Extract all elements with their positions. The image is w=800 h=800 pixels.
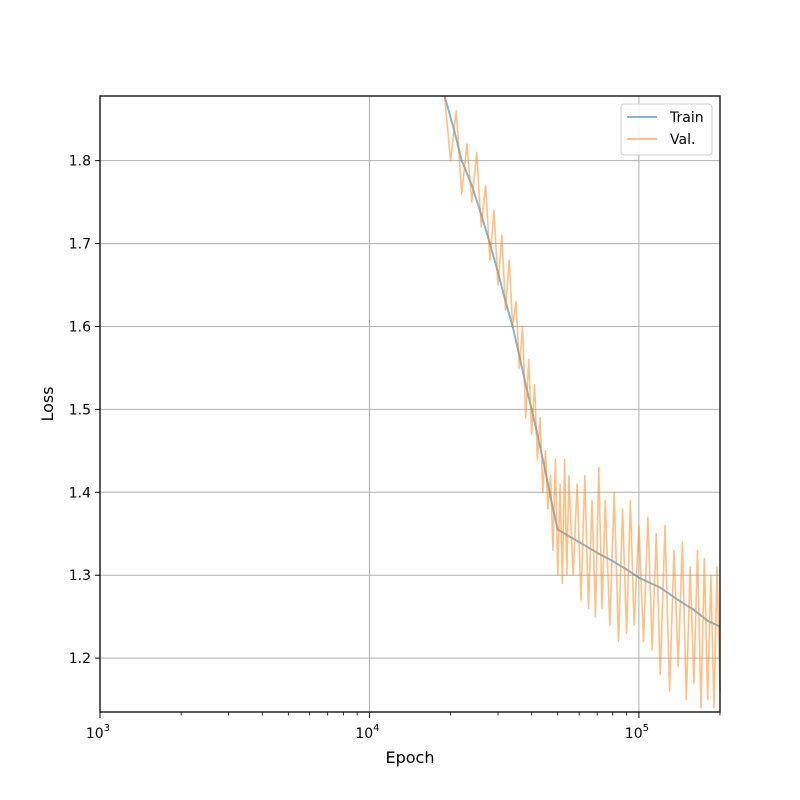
x-axis-label: Epoch (386, 748, 435, 767)
y-tick-label: 1.4 (69, 485, 91, 501)
series-line-val (443, 95, 721, 709)
plot-area (100, 96, 720, 712)
y-tick-label: 1.7 (69, 237, 91, 253)
y-axis-label: Loss (38, 386, 57, 421)
y-tick-label: 1.8 (69, 154, 91, 170)
y-tick-label: 1.3 (69, 568, 91, 584)
legend-train-label: Train (669, 110, 704, 126)
y-tick-label: 1.5 (69, 402, 91, 418)
plot-frame (99, 95, 721, 713)
y-tick-label: 1.6 (69, 319, 91, 335)
series-lines (443, 95, 721, 709)
legend-val-label: Val. (670, 132, 695, 148)
y-tick-label: 1.2 (69, 651, 91, 667)
legend: Train Val. (620, 103, 713, 156)
